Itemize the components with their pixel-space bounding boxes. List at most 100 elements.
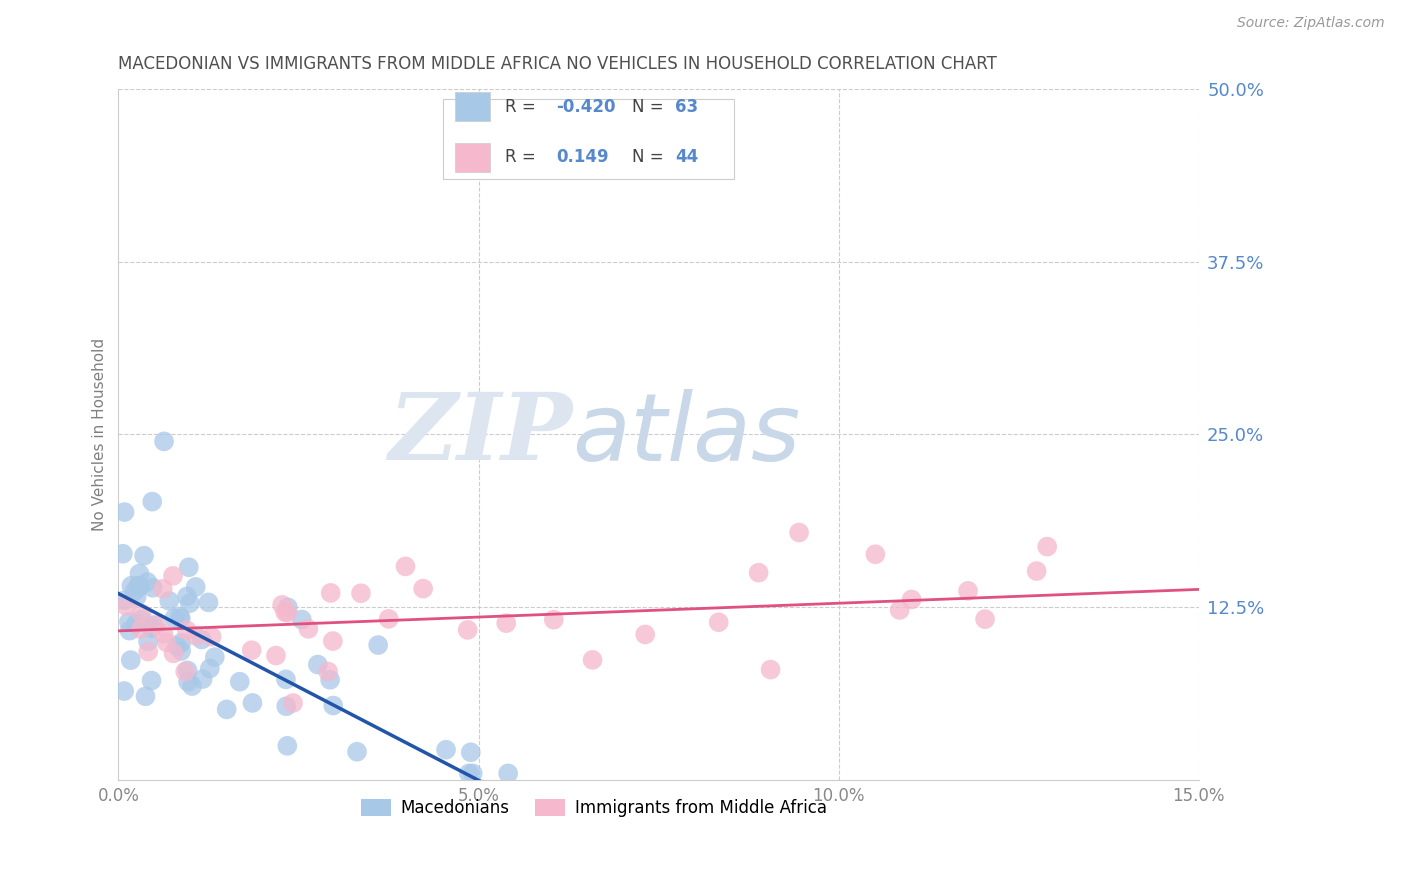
Point <box>141 673 163 688</box>
Point <box>170 644 193 658</box>
Point <box>495 616 517 631</box>
Point <box>141 621 163 635</box>
Point <box>142 618 165 632</box>
Point <box>170 611 193 625</box>
Point <box>543 613 565 627</box>
Point <box>865 547 887 561</box>
Point <box>307 657 329 672</box>
Point <box>136 634 159 648</box>
Point <box>322 698 344 713</box>
Point <box>163 611 186 625</box>
Point <box>319 673 342 687</box>
Point <box>191 672 214 686</box>
Point <box>112 593 135 607</box>
Point <box>136 574 159 589</box>
Point <box>394 559 416 574</box>
Text: R =: R = <box>505 148 541 166</box>
Point <box>176 663 198 677</box>
Point <box>707 615 730 630</box>
Point <box>128 566 150 581</box>
Point <box>264 648 287 663</box>
Point <box>145 618 167 632</box>
Point <box>460 745 482 759</box>
Text: 0.149: 0.149 <box>555 148 609 166</box>
Point <box>124 584 146 599</box>
Point <box>115 599 138 613</box>
Point <box>297 622 319 636</box>
Point <box>179 596 201 610</box>
Point <box>176 590 198 604</box>
Point <box>1025 564 1047 578</box>
Point <box>132 549 155 563</box>
Point <box>131 612 153 626</box>
Point <box>176 624 198 638</box>
Point <box>319 586 342 600</box>
Point <box>787 525 810 540</box>
Point <box>316 665 339 679</box>
Text: ZIP: ZIP <box>388 390 572 479</box>
Point <box>128 580 150 594</box>
Point <box>181 679 204 693</box>
Point <box>240 643 263 657</box>
Point <box>125 616 148 631</box>
Point <box>974 612 997 626</box>
Point <box>112 684 135 698</box>
Point <box>111 547 134 561</box>
Text: 63: 63 <box>675 97 697 116</box>
Point <box>134 690 156 704</box>
Point <box>186 629 208 643</box>
Point <box>155 635 177 649</box>
Point <box>281 696 304 710</box>
FancyBboxPatch shape <box>443 99 734 178</box>
Point <box>125 590 148 604</box>
Point <box>118 624 141 638</box>
Y-axis label: No Vehicles in Household: No Vehicles in Household <box>93 338 107 531</box>
Text: atlas: atlas <box>572 389 800 480</box>
Point <box>581 653 603 667</box>
Point <box>748 566 770 580</box>
Point <box>271 598 294 612</box>
Point <box>118 615 141 629</box>
Point <box>276 606 298 620</box>
Point <box>131 607 153 621</box>
Point <box>120 653 142 667</box>
Point <box>127 579 149 593</box>
Point <box>170 636 193 650</box>
Text: R =: R = <box>505 97 541 116</box>
Point <box>367 638 389 652</box>
Point <box>457 623 479 637</box>
Point <box>153 434 176 449</box>
Point <box>496 766 519 780</box>
FancyBboxPatch shape <box>456 92 491 121</box>
Point <box>274 673 297 687</box>
Point <box>198 661 221 675</box>
Point <box>377 612 399 626</box>
Point <box>141 494 163 508</box>
Legend: Macedonians, Immigrants from Middle Africa: Macedonians, Immigrants from Middle Afri… <box>354 792 834 824</box>
Point <box>900 592 922 607</box>
Point <box>412 582 434 596</box>
Point <box>177 674 200 689</box>
Point <box>177 560 200 574</box>
Point <box>291 613 314 627</box>
Point <box>152 582 174 596</box>
Point <box>274 605 297 619</box>
Text: -0.420: -0.420 <box>555 97 616 116</box>
Point <box>142 581 165 595</box>
Point <box>322 634 344 648</box>
Text: Source: ZipAtlas.com: Source: ZipAtlas.com <box>1237 16 1385 30</box>
Point <box>201 630 224 644</box>
Point <box>157 594 180 608</box>
Point <box>162 646 184 660</box>
Text: N =: N = <box>631 97 668 116</box>
Point <box>956 583 979 598</box>
Point <box>242 696 264 710</box>
Point <box>129 622 152 636</box>
Point <box>191 632 214 647</box>
Point <box>114 505 136 519</box>
Point <box>174 665 197 679</box>
Point <box>204 650 226 665</box>
FancyBboxPatch shape <box>456 143 491 171</box>
Text: MACEDONIAN VS IMMIGRANTS FROM MIDDLE AFRICA NO VEHICLES IN HOUSEHOLD CORRELATION: MACEDONIAN VS IMMIGRANTS FROM MIDDLE AFR… <box>118 55 997 73</box>
Point <box>162 569 184 583</box>
